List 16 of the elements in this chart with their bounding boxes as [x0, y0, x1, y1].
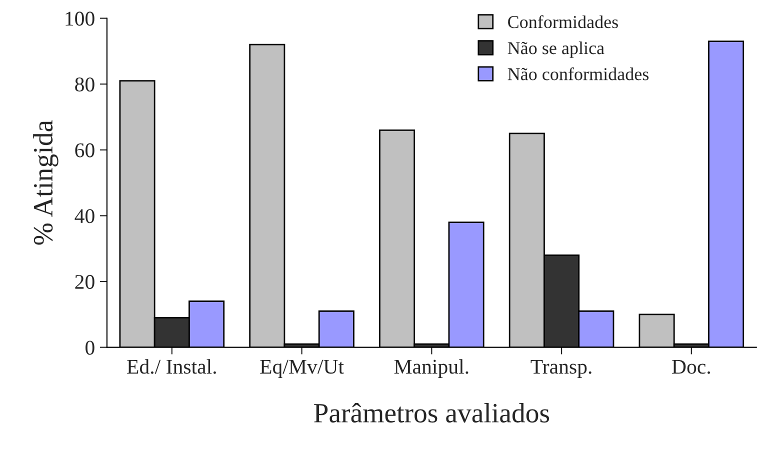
- y-tick-label: 20: [75, 274, 94, 289]
- y-tick-label: 40: [74, 209, 94, 224]
- x-tick-label: Transp.: [530, 360, 592, 378]
- y-tick-label: 0: [86, 340, 94, 355]
- legend-label: Conformidades: [508, 15, 618, 28]
- x-tick-label: Manipul.: [394, 359, 468, 378]
- x-tick-label: Eq/Mv/Ut: [260, 360, 344, 378]
- y-axis-title: % Atingida: [33, 120, 58, 245]
- x-tick-label: Ed./ Instal.: [127, 359, 216, 374]
- x-axis-title: Parâmetros avaliados: [314, 402, 550, 423]
- y-tick-label: 80: [75, 77, 94, 92]
- y-tick-label: 60: [75, 143, 94, 158]
- legend-label: Não conformidades: [508, 67, 649, 80]
- y-tick-label: 100: [66, 12, 94, 26]
- legend-label: Não se aplica: [508, 41, 604, 58]
- x-tick-label: Doc.: [672, 360, 710, 374]
